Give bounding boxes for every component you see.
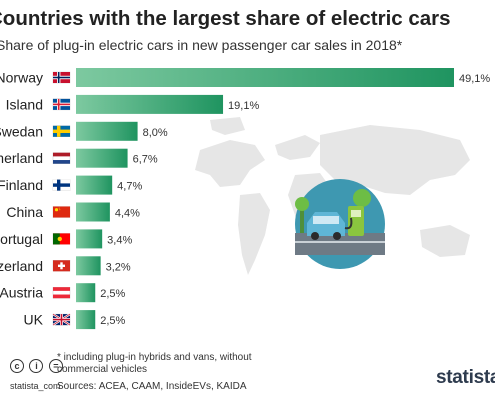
category-label: Austria bbox=[0, 285, 43, 301]
uk-flag-icon bbox=[52, 313, 71, 327]
category-label: Island bbox=[6, 96, 43, 112]
austria-flag-icon bbox=[52, 287, 71, 299]
footnote: * including plug-in hybrids and vans, wi… bbox=[57, 352, 252, 375]
category-label: Portugal bbox=[0, 231, 43, 247]
netherlands-flag-icon bbox=[52, 152, 71, 164]
bar[interactable] bbox=[76, 256, 101, 276]
sources-text: Sources: ACEA, CAAM, InsideEVs, KAIDA bbox=[57, 381, 247, 392]
chart-title: Countries with the largest share of elec… bbox=[0, 7, 451, 30]
ev-charging-illustration bbox=[295, 179, 385, 269]
license-icons: c i = bbox=[10, 356, 64, 374]
value-label: 8,0% bbox=[143, 127, 168, 139]
value-label: 2,5% bbox=[100, 315, 125, 327]
value-label: 2,5% bbox=[100, 288, 125, 300]
norway-flag-icon bbox=[52, 71, 71, 84]
category-label: Swedan bbox=[0, 123, 43, 139]
category-label: Switzerland bbox=[0, 258, 43, 274]
bar[interactable] bbox=[76, 229, 103, 249]
value-label: 6,7% bbox=[133, 154, 158, 166]
category-label: UK bbox=[24, 312, 44, 328]
info-icon[interactable]: i bbox=[29, 359, 44, 373]
bar[interactable] bbox=[76, 94, 224, 114]
value-label: 19,1% bbox=[228, 100, 259, 112]
bar[interactable] bbox=[76, 121, 138, 141]
bar[interactable] bbox=[76, 148, 128, 168]
category-label: Netherland bbox=[0, 150, 43, 166]
category-label: Finland bbox=[0, 177, 43, 193]
statista-handle[interactable]: statista_com bbox=[10, 381, 61, 391]
bar[interactable] bbox=[76, 202, 110, 222]
category-label: China bbox=[6, 204, 43, 220]
value-label: 4,7% bbox=[117, 181, 142, 193]
bar[interactable] bbox=[76, 175, 113, 195]
statista-logo[interactable]: statista bbox=[436, 367, 495, 388]
equals-icon[interactable]: = bbox=[48, 359, 63, 373]
china-flag-icon bbox=[52, 206, 71, 218]
category-label: Norway bbox=[0, 70, 43, 86]
bar[interactable] bbox=[76, 310, 96, 330]
bar-chart: Norway 49,1% Island 19,1% Swedan 8,0% Netherla… bbox=[0, 68, 490, 330]
value-label: 49,1% bbox=[459, 73, 490, 85]
portugal-flag-icon bbox=[52, 233, 71, 245]
iceland-flag-icon bbox=[52, 98, 71, 111]
sweden-flag-icon bbox=[52, 125, 71, 138]
value-label: 3,4% bbox=[107, 234, 132, 246]
finland-flag-icon bbox=[52, 179, 71, 191]
bar[interactable] bbox=[76, 68, 454, 87]
value-label: 3,2% bbox=[106, 261, 131, 273]
cc-icon[interactable]: c bbox=[10, 359, 24, 373]
chart-subtitle: Share of plug-in electric cars in new pa… bbox=[0, 37, 403, 53]
switzerland-flag-icon bbox=[52, 260, 71, 272]
value-label: 4,4% bbox=[115, 208, 140, 220]
bar[interactable] bbox=[76, 283, 96, 303]
